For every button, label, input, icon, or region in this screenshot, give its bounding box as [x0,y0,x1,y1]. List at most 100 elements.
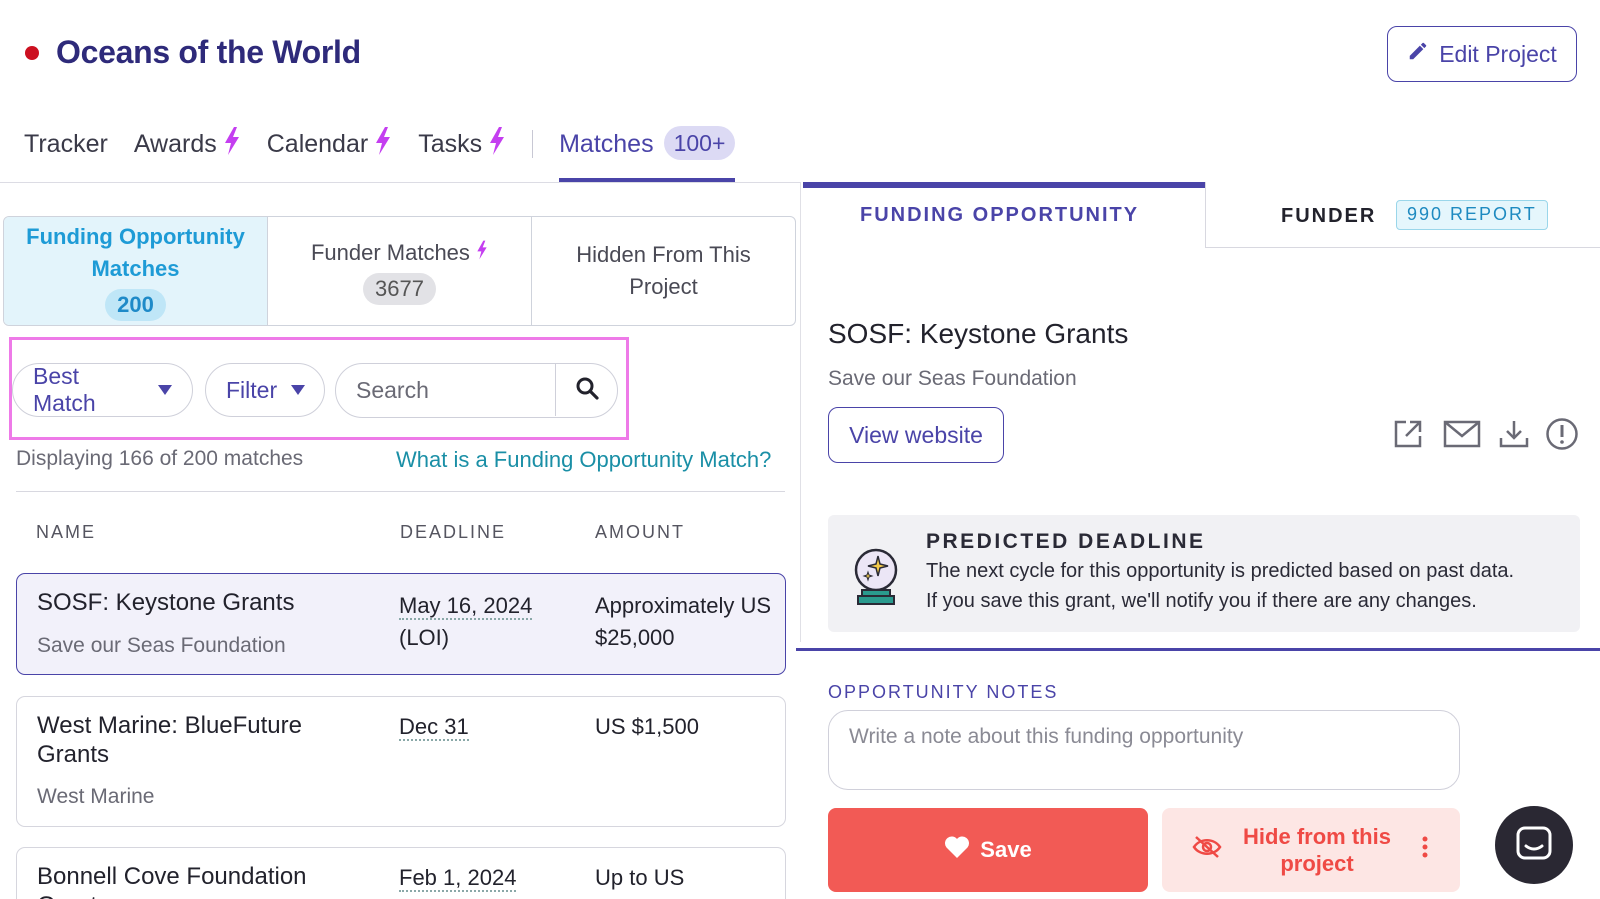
result-deadline: May 16, 2024 (LOI) [399,590,533,654]
project-nav: Tracker Awards Calendar Tasks Matches 10… [24,126,761,182]
bolt-icon [476,240,488,265]
pencil-icon [1407,40,1429,68]
tab-tasks[interactable]: Tasks [418,126,506,162]
result-row-selected[interactable]: SOSF: Keystone Grants Save our Seas Foun… [16,573,786,675]
caret-down-icon [158,385,172,395]
nav-divider [532,130,534,158]
controls-highlight [9,337,629,440]
nav-divider-line [0,182,800,183]
tab-calendar[interactable]: Calendar [267,126,392,162]
info-icon[interactable] [1544,416,1580,452]
search-box [335,363,618,418]
tab-tasks-label: Tasks [418,129,483,158]
hide-from-project-button[interactable]: Hide from this project [1162,808,1460,892]
result-deadline: Dec 31 [399,711,469,743]
opportunity-title: SOSF: Keystone Grants [828,318,1129,349]
result-amount: Up to US [595,865,685,890]
deadline-date: May 16, 2024 [399,593,533,620]
panel-divider [800,182,801,642]
subtab-label: Funding Opportunity Matches [26,224,245,281]
chat-launcher-button[interactable] [1495,806,1573,884]
tab-funder[interactable]: FUNDER [1281,205,1377,227]
search-button[interactable] [555,364,617,416]
subtab-label: Hidden From This Project [576,242,751,299]
notes-field-container [828,710,1460,790]
predicted-deadline-text-2: If you save this grant, we'll notify you… [926,590,1477,612]
bolt-icon [223,126,241,162]
save-label: Save [980,837,1032,862]
result-row[interactable]: Bonnell Cove Foundation Grant Feb 1, 202… [16,847,786,899]
match-subtabs: Funding Opportunity Matches 200 Funder M… [3,216,796,326]
tab-tracker-label: Tracker [24,129,108,158]
predicted-deadline-box [828,515,1580,632]
caret-down-icon [291,385,306,395]
chat-icon [1515,825,1553,866]
crystal-ball-icon [848,544,904,613]
search-icon [575,376,599,405]
heart-icon [944,835,970,865]
active-tab-underline [559,178,736,182]
tab-calendar-label: Calendar [266,129,369,158]
bolt-icon [374,126,392,162]
tab-awards-label: Awards [133,129,217,158]
results-divider [16,491,785,492]
bolt-icon [488,126,506,162]
result-deadline: Feb 1, 2024 [399,862,517,894]
detail-tab-active-bar [803,182,1205,188]
detail-tab-bottom-border [1205,247,1600,248]
project-status-dot [25,46,39,60]
notes-input[interactable] [849,725,1439,749]
subtab-label: Funder Matches [310,240,470,265]
tab-awards[interactable]: Awards [134,126,241,162]
filter-dropdown[interactable]: Filter [205,363,325,417]
eye-off-icon [1192,835,1222,865]
subtab-hidden-from-project[interactable]: Hidden From This Project [532,217,795,325]
subtab-funding-opportunity-matches[interactable]: Funding Opportunity Matches 200 [4,217,268,325]
result-name: SOSF: Keystone Grants [37,589,295,616]
report-990-badge[interactable]: 990 REPORT [1396,200,1548,230]
help-link[interactable]: What is a Funding Opportunity Match? [396,447,772,472]
more-options-icon[interactable] [1422,836,1428,864]
filter-label: Filter [226,376,278,403]
deadline-note: (LOI) [399,625,450,650]
tab-tracker[interactable]: Tracker [24,126,108,162]
subtab-count-badge: 200 [105,289,166,321]
column-header-deadline[interactable]: DEADLINE [400,522,507,542]
column-header-name[interactable]: NAME [36,522,97,542]
sort-label: Best Match [33,363,96,416]
tab-funding-opportunity[interactable]: FUNDING OPPORTUNITY [860,204,1140,226]
tab-matches-label: Matches [559,130,654,158]
predicted-deadline-text-1: The next cycle for this opportunity is p… [926,560,1515,582]
result-amount: Approximately US $25,000 [595,593,772,650]
edit-project-button[interactable]: Edit Project [1387,26,1577,82]
results-count-text: Displaying 166 of 200 matches [16,447,304,470]
subtab-label-row: Funder Matches [311,237,488,269]
search-input[interactable] [356,377,556,404]
detail-tab-border [1205,182,1206,248]
project-title: Oceans of the World [56,34,361,70]
download-icon[interactable] [1496,416,1532,452]
subtab-funder-matches[interactable]: Funder Matches 3677 [268,217,532,325]
result-org: West Marine [37,785,155,808]
deadline-date: Feb 1, 2024 [399,865,517,892]
result-org: Save our Seas Foundation [37,634,286,657]
result-amount: US $1,500 [595,714,699,739]
section-divider [796,648,1600,651]
result-name: Bonnell Cove Foundation Grant [37,863,307,899]
deadline-date: Dec 31 [399,714,469,741]
result-row[interactable]: West Marine: BlueFuture Grants West Mari… [16,696,786,827]
column-header-amount[interactable]: AMOUNT [595,522,685,542]
opportunity-funder[interactable]: Save our Seas Foundation [828,367,1077,390]
notes-label: OPPORTUNITY NOTES [828,682,1059,702]
view-website-button[interactable]: View website [828,407,1004,463]
result-name: West Marine: BlueFuture Grants [37,712,302,768]
matches-count-badge: 100+ [663,126,736,160]
subtab-count-badge: 3677 [363,273,436,305]
save-button[interactable]: Save [828,808,1148,892]
sort-dropdown[interactable]: Best Match [12,363,193,417]
mail-icon[interactable] [1442,416,1482,452]
external-link-icon[interactable] [1390,416,1426,452]
edit-project-label: Edit Project [1439,40,1557,67]
tab-matches[interactable]: Matches 100+ [559,126,736,182]
hide-label: Hide from this project [1243,824,1391,876]
